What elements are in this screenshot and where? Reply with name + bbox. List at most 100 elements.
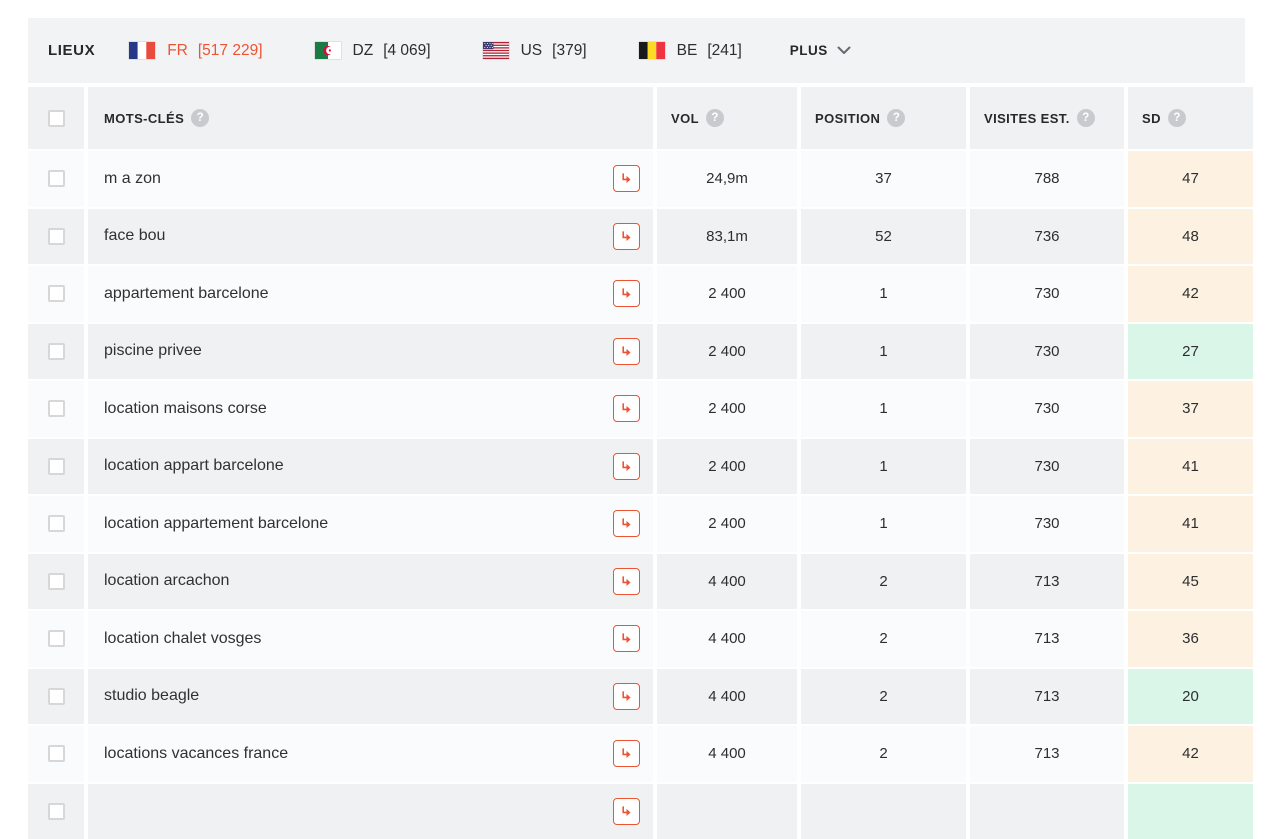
help-icon[interactable]: ? (1077, 109, 1095, 127)
position-value: 1 (801, 381, 966, 437)
location-filters: FR [517 229] DZ [4 069] US [379] BE [241… (129, 42, 742, 60)
header-sd-cell: SD ? (1128, 87, 1253, 149)
visits-value: 730 (970, 324, 1124, 380)
keyword-text: piscine privee (104, 342, 202, 360)
visits-value: 713 (970, 554, 1124, 610)
sd-value: 20 (1128, 669, 1253, 725)
sd-value (1128, 784, 1253, 839)
open-serp-button[interactable] (613, 223, 640, 250)
open-serp-button[interactable] (613, 568, 640, 595)
help-icon[interactable]: ? (191, 109, 209, 127)
keywords-table: MOTS-CLÉS ? VOL ? POSITION ? VISITES EST… (28, 87, 1253, 839)
open-serp-button[interactable] (613, 625, 640, 652)
page: LIEUX FR [517 229] DZ [4 069] US [379] B… (0, 18, 1272, 839)
arrow-hook-icon (619, 459, 634, 474)
locations-bar: LIEUX FR [517 229] DZ [4 069] US [379] B… (28, 18, 1245, 83)
vol-value: 4 400 (657, 611, 797, 667)
sd-value: 42 (1128, 726, 1253, 782)
sd-value: 41 (1128, 439, 1253, 495)
arrow-hook-icon (619, 401, 634, 416)
arrow-hook-icon (619, 286, 634, 301)
keyword-text: locations vacances france (104, 745, 288, 763)
sd-value: 41 (1128, 496, 1253, 552)
open-serp-button[interactable] (613, 740, 640, 767)
keyword-text: location chalet vosges (104, 630, 261, 648)
row-checkbox[interactable] (48, 573, 65, 590)
arrow-hook-icon (619, 516, 634, 531)
location-filter-dz[interactable]: DZ [4 069] (315, 42, 431, 60)
row-checkbox[interactable] (48, 343, 65, 360)
open-serp-button[interactable] (613, 338, 640, 365)
location-filter-us[interactable]: US [379] (483, 42, 587, 60)
arrow-hook-icon (619, 171, 634, 186)
table-row: location chalet vosges 4 400 2 713 36 (28, 611, 1253, 667)
flag-dz-icon (315, 42, 341, 59)
select-all-checkbox[interactable] (48, 110, 65, 127)
row-checkbox[interactable] (48, 458, 65, 475)
help-icon[interactable]: ? (1168, 109, 1186, 127)
row-checkbox[interactable] (48, 515, 65, 532)
header-vol-cell: VOL ? (657, 87, 797, 149)
open-serp-button[interactable] (613, 510, 640, 537)
vol-value: 2 400 (657, 381, 797, 437)
row-checkbox[interactable] (48, 630, 65, 647)
visits-value: 788 (970, 151, 1124, 207)
keyword-text: location arcachon (104, 572, 229, 590)
keyword-text: location appart barcelone (104, 457, 284, 475)
arrow-hook-icon (619, 689, 634, 704)
location-filter-be[interactable]: BE [241] (639, 42, 742, 60)
position-value: 2 (801, 726, 966, 782)
table-row: studio beagle 4 400 2 713 20 (28, 669, 1253, 725)
visits-value: 713 (970, 726, 1124, 782)
position-value (801, 784, 966, 839)
column-label-keywords: MOTS-CLÉS (104, 111, 184, 126)
column-label-position: POSITION (815, 111, 880, 126)
row-checkbox[interactable] (48, 688, 65, 705)
visits-value: 730 (970, 381, 1124, 437)
keyword-text: location maisons corse (104, 400, 267, 418)
keyword-text: face bou (104, 227, 165, 245)
position-value: 1 (801, 439, 966, 495)
location-filter-fr[interactable]: FR [517 229] (129, 42, 262, 60)
header-position-cell: POSITION ? (801, 87, 966, 149)
visits-value: 713 (970, 669, 1124, 725)
keyword-text: location appartement barcelone (104, 515, 328, 533)
keyword-text: studio beagle (104, 687, 199, 705)
sd-value: 42 (1128, 266, 1253, 322)
visits-value: 736 (970, 209, 1124, 265)
row-checkbox[interactable] (48, 170, 65, 187)
table-row: location appart barcelone 2 400 1 730 41 (28, 439, 1253, 495)
arrow-hook-icon (619, 344, 634, 359)
open-serp-button[interactable] (613, 683, 640, 710)
position-value: 37 (801, 151, 966, 207)
sd-value: 36 (1128, 611, 1253, 667)
arrow-hook-icon (619, 574, 634, 589)
row-checkbox[interactable] (48, 285, 65, 302)
help-icon[interactable]: ? (887, 109, 905, 127)
flag-us-icon (483, 42, 509, 59)
sd-value: 45 (1128, 554, 1253, 610)
arrow-hook-icon (619, 631, 634, 646)
chevron-down-icon (837, 43, 851, 58)
vol-value: 4 400 (657, 669, 797, 725)
row-checkbox[interactable] (48, 228, 65, 245)
vol-value: 2 400 (657, 324, 797, 380)
column-label-sd: SD (1142, 111, 1161, 126)
row-checkbox[interactable] (48, 745, 65, 762)
row-checkbox[interactable] (48, 400, 65, 417)
open-serp-button[interactable] (613, 453, 640, 480)
column-label-vol: VOL (671, 111, 699, 126)
row-checkbox[interactable] (48, 803, 65, 820)
column-label-visits: VISITES EST. (984, 111, 1070, 126)
visits-value: 730 (970, 439, 1124, 495)
table-row: appartement barcelone 2 400 1 730 42 (28, 266, 1253, 322)
open-serp-button[interactable] (613, 395, 640, 422)
sd-value: 48 (1128, 209, 1253, 265)
plus-dropdown-button[interactable]: PLUS (790, 43, 851, 58)
vol-value: 4 400 (657, 726, 797, 782)
open-serp-button[interactable] (613, 798, 640, 825)
table-row: m a zon 24,9m 37 788 47 (28, 151, 1253, 207)
open-serp-button[interactable] (613, 280, 640, 307)
help-icon[interactable]: ? (706, 109, 724, 127)
open-serp-button[interactable] (613, 165, 640, 192)
